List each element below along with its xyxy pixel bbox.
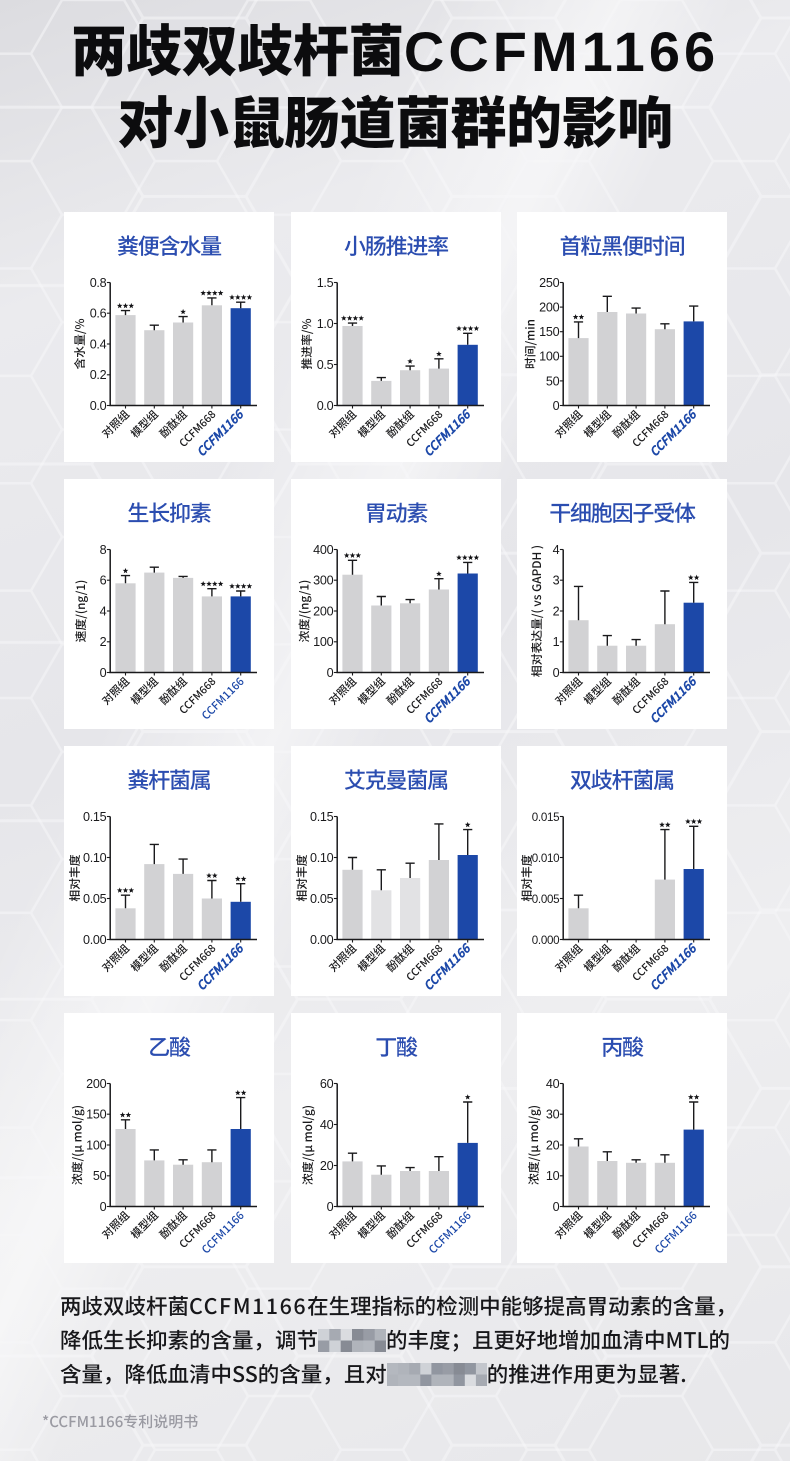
svg-text:0: 0 [100,666,107,680]
svg-text:生长抑素: 生长抑素 [127,496,210,528]
svg-text:40: 40 [320,1118,334,1132]
svg-text:模型组: 模型组 [354,407,389,442]
svg-text:0.4: 0.4 [90,337,107,351]
svg-text:10: 10 [546,1169,560,1183]
svg-text:浓度/(ng/1): 浓度/(ng/1) [296,580,313,643]
svg-text:0.00: 0.00 [310,933,334,947]
svg-text:0: 0 [553,1200,560,1214]
svg-text:200: 200 [313,604,333,618]
svg-text:乙酸: 乙酸 [148,1030,191,1062]
svg-text:模型组: 模型组 [580,407,615,442]
svg-text:相对丰度: 相对丰度 [293,854,310,901]
svg-text:0.6: 0.6 [90,307,107,321]
svg-text:相对丰度: 相对丰度 [518,854,535,901]
svg-text:模型组: 模型组 [580,941,615,976]
svg-text:100: 100 [86,1138,106,1152]
svg-text:2: 2 [553,604,560,618]
svg-text:艾克曼菌属: 艾克曼菌属 [344,763,448,795]
svg-text:150: 150 [539,325,559,339]
svg-text:小肠推进率: 小肠推进率 [344,229,448,261]
svg-text:200: 200 [539,301,559,315]
svg-text:干细胞因子受体: 干细胞因子受体 [549,496,696,528]
svg-text:0.015: 0.015 [532,811,560,824]
svg-text:胃动素: 胃动素 [365,496,428,528]
svg-text:1.5: 1.5 [317,276,334,290]
svg-text:150: 150 [86,1108,106,1122]
svg-text:模型组: 模型组 [127,1208,162,1243]
svg-text:0.10: 0.10 [310,851,334,865]
svg-text:丙酸: 丙酸 [601,1030,644,1062]
svg-text:0: 0 [100,1200,107,1214]
svg-text:0.010: 0.010 [532,852,560,865]
svg-text:0.5: 0.5 [317,358,334,372]
svg-text:100: 100 [539,350,559,364]
svg-text:模型组: 模型组 [354,674,389,709]
svg-text:0: 0 [327,666,334,680]
svg-text:0.8: 0.8 [90,276,107,290]
svg-text:模型组: 模型组 [127,407,162,442]
svg-text:0.15: 0.15 [310,810,334,824]
svg-text:时间/min: 时间/min [522,319,539,369]
svg-text:浓度/(μ mol/g): 浓度/(μ mol/g) [69,1105,86,1185]
svg-text:粪杆菌属: 粪杆菌属 [127,763,210,795]
svg-text:1: 1 [553,635,560,649]
svg-text:模型组: 模型组 [580,674,615,709]
svg-text:4: 4 [553,543,560,557]
svg-text:0.05: 0.05 [310,892,334,906]
svg-text:40: 40 [546,1077,560,1091]
svg-text:400: 400 [313,543,333,557]
svg-text:浓度/(μ mol/g): 浓度/(μ mol/g) [299,1105,316,1185]
svg-text:0: 0 [553,666,560,680]
svg-text:0.0: 0.0 [317,399,334,413]
svg-text:30: 30 [546,1108,560,1122]
svg-text:推进率/%: 推进率/% [298,318,315,369]
svg-text:2: 2 [100,635,107,649]
svg-text:浓度/(μ mol/g): 浓度/(μ mol/g) [525,1105,542,1185]
svg-text:0.05: 0.05 [83,892,107,906]
svg-text:100: 100 [313,635,333,649]
svg-text:8: 8 [100,543,107,557]
svg-text:模型组: 模型组 [580,1208,615,1243]
svg-text:250: 250 [539,276,559,290]
svg-text:0.0: 0.0 [90,399,107,413]
svg-text:20: 20 [546,1138,560,1152]
svg-text:0.000: 0.000 [532,934,560,947]
svg-text:1.0: 1.0 [317,317,334,331]
svg-text:丁酸: 丁酸 [375,1030,418,1062]
svg-text:4: 4 [100,604,107,618]
svg-text:3: 3 [553,574,560,588]
svg-text:首粒黑便时间: 首粒黑便时间 [560,229,685,261]
svg-text:20: 20 [320,1159,334,1173]
svg-text:相对丰度: 相对丰度 [66,854,83,901]
svg-text:50: 50 [93,1169,107,1183]
svg-text:含水量/%: 含水量/% [71,318,88,369]
svg-text:相对表达量/( vs GAPDH ): 相对表达量/( vs GAPDH ) [528,545,545,677]
svg-text:双歧杆菌属: 双歧杆菌属 [570,763,674,795]
svg-text:50: 50 [546,374,560,388]
svg-text:0.2: 0.2 [90,368,107,382]
svg-text:0: 0 [327,1200,334,1214]
svg-text:粪便含水量: 粪便含水量 [117,229,222,261]
svg-text:0: 0 [553,399,560,413]
svg-text:0.005: 0.005 [532,893,560,906]
svg-text:模型组: 模型组 [127,674,162,709]
svg-text:速度/(ng/1): 速度/(ng/1) [72,580,89,643]
svg-text:模型组: 模型组 [354,1208,389,1243]
svg-text:0.10: 0.10 [83,851,107,865]
svg-text:0.15: 0.15 [83,810,107,824]
svg-text:6: 6 [100,574,107,588]
svg-text:0.00: 0.00 [83,933,107,947]
svg-text:300: 300 [313,574,333,588]
svg-text:60: 60 [320,1077,334,1091]
svg-text:200: 200 [86,1077,106,1091]
svg-text:模型组: 模型组 [354,941,389,976]
svg-text:模型组: 模型组 [127,941,162,976]
